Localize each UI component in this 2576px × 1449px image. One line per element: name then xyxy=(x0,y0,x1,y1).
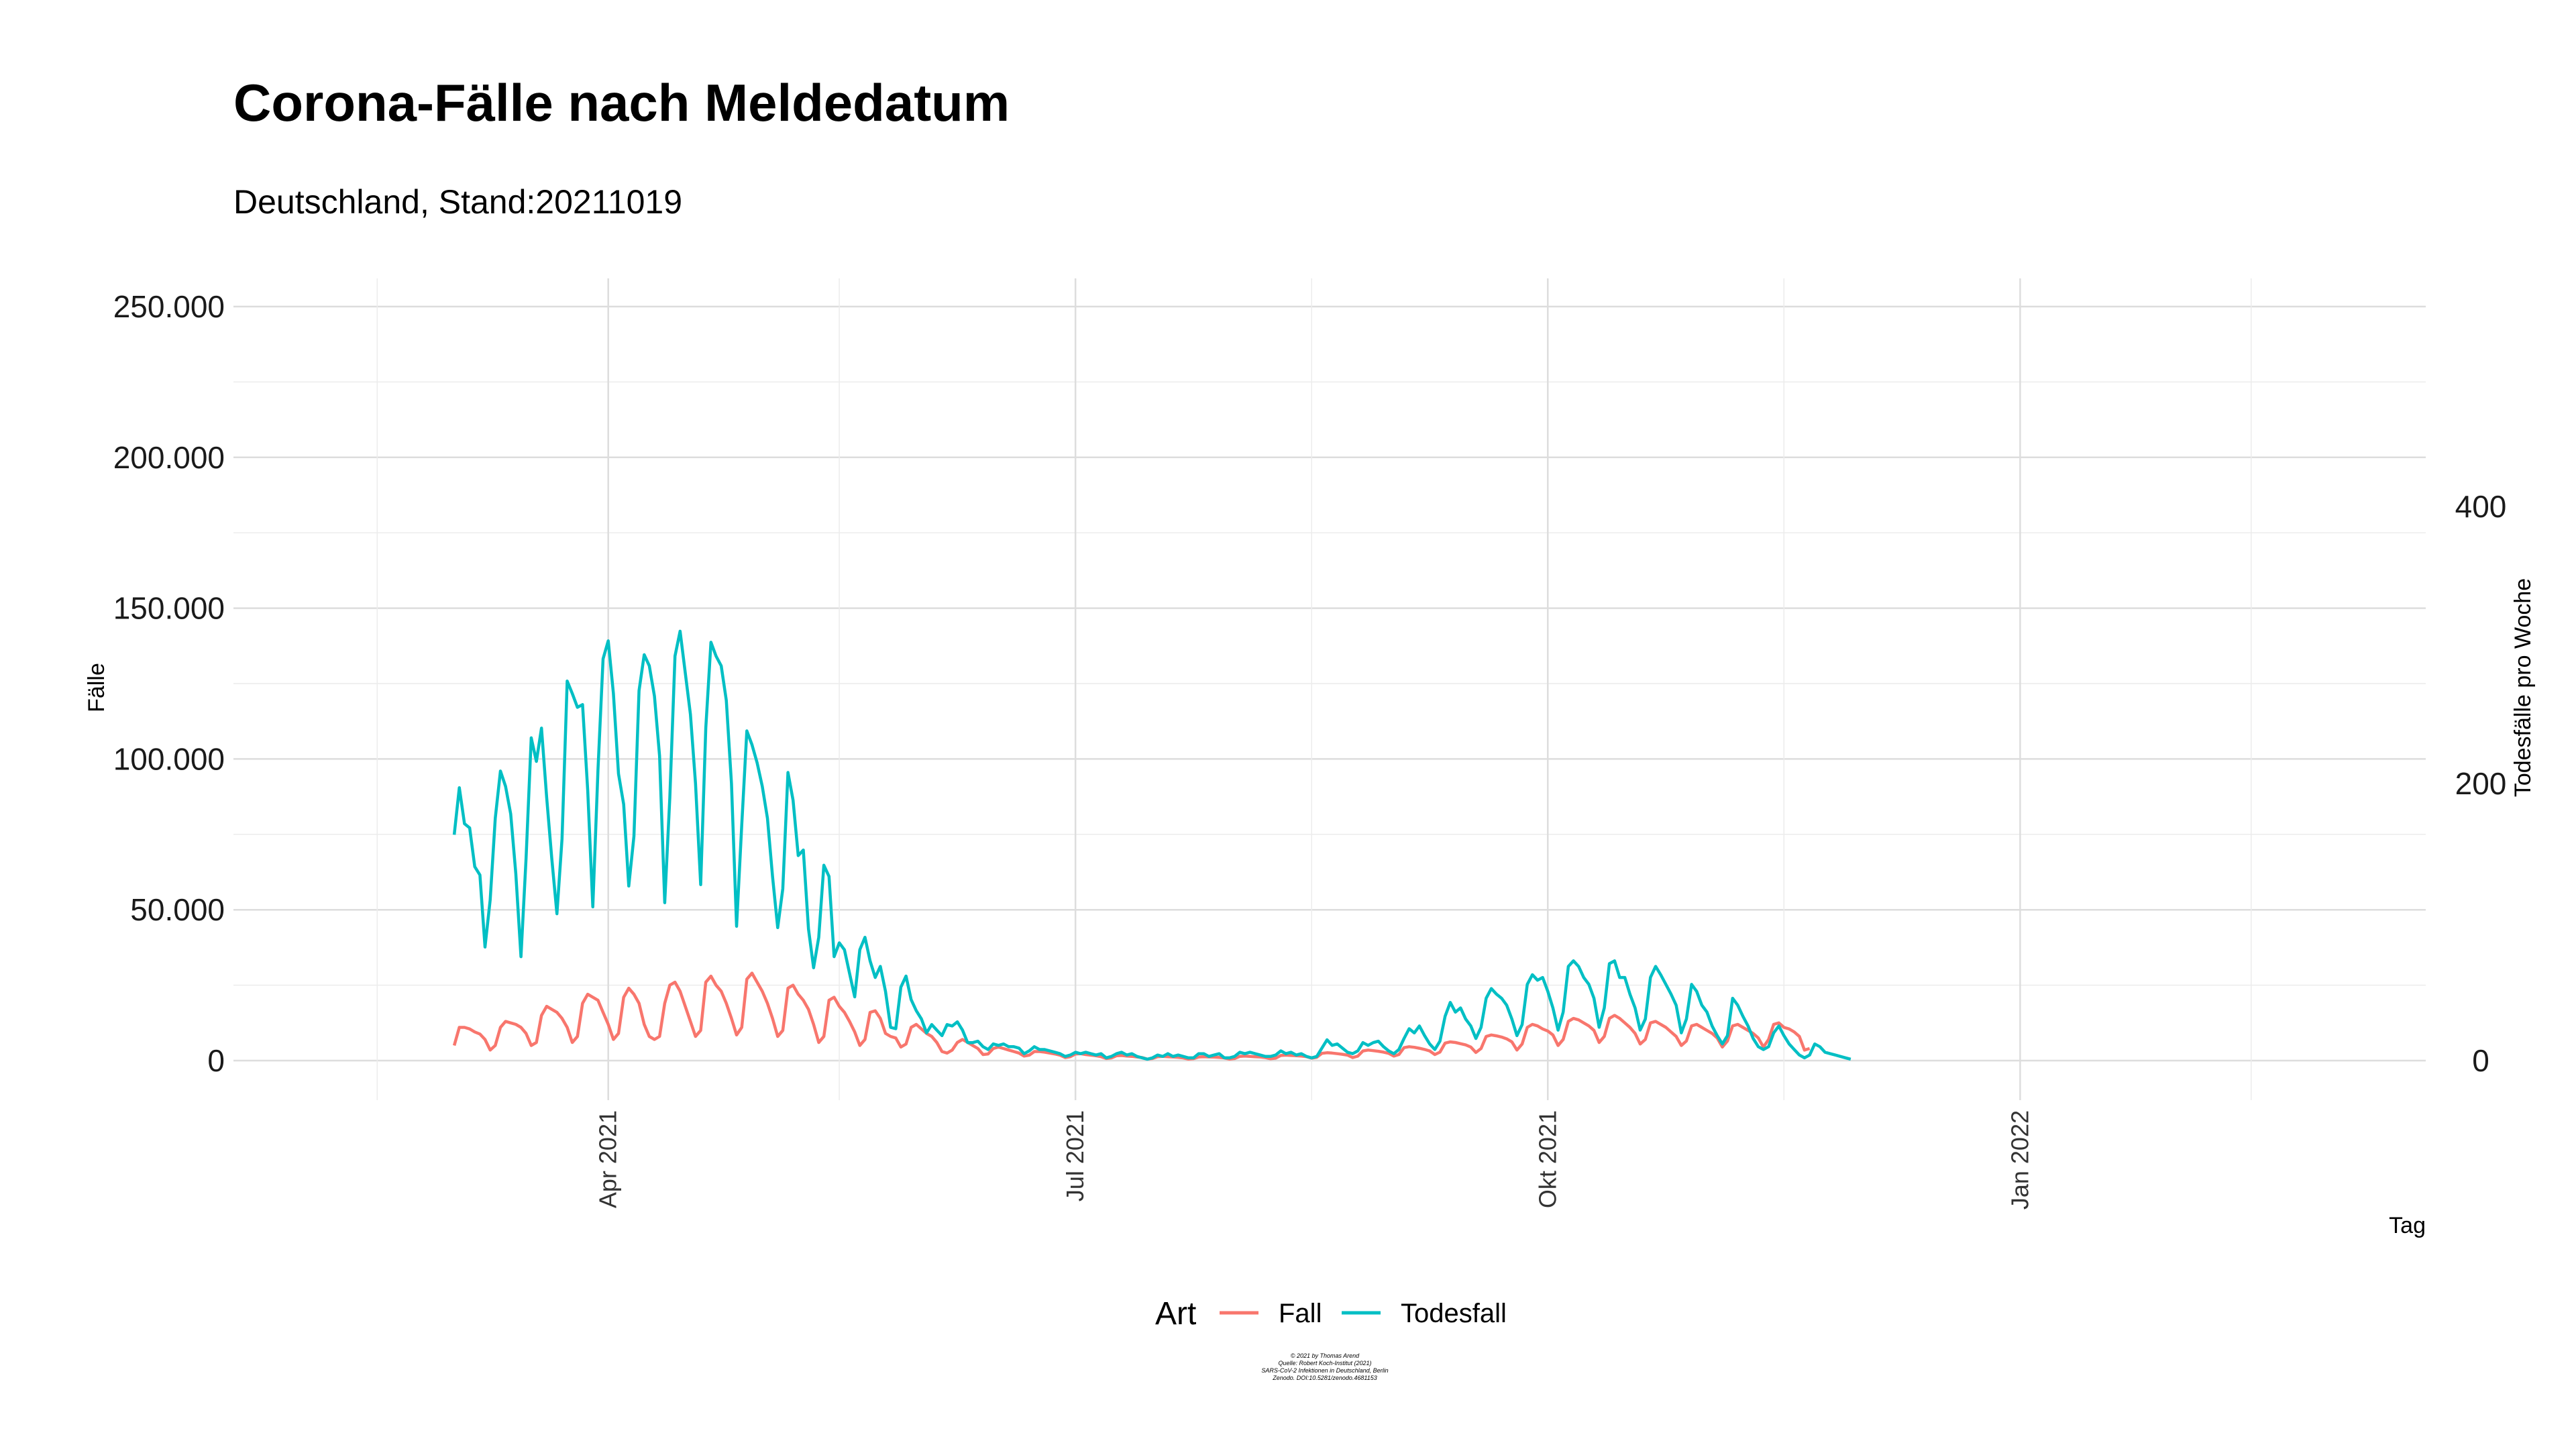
chart-subtitle: Deutschland, Stand:20211019 xyxy=(233,183,683,221)
caption-line: Quelle: Robert Koch-Institut (2021) xyxy=(1278,1360,1371,1366)
y-tick-label: 250.000 xyxy=(113,289,225,324)
caption: © 2021 by Thomas Arend Quelle: Robert Ko… xyxy=(1261,1352,1388,1381)
series-line-todesfall xyxy=(452,629,1851,1061)
legend-title: Art xyxy=(1155,1296,1196,1332)
y2-tick-label: 200 xyxy=(2455,766,2507,801)
caption-line: © 2021 by Thomas Arend xyxy=(1291,1352,1360,1359)
y2-axis-ticks: 0 200 400 xyxy=(2455,489,2507,1078)
y2-tick-label: 0 xyxy=(2472,1043,2489,1078)
series-lines xyxy=(452,629,1851,1061)
y-axis-ticks: 0 50.000 100.000 150.000 200.000 250.000 xyxy=(113,289,225,1078)
series-line-fall xyxy=(452,971,1811,1061)
y-tick-label: 150.000 xyxy=(113,591,225,626)
chart-title: Corona-Fälle nach Meldedatum xyxy=(233,73,1010,132)
y-tick-label: 200.000 xyxy=(113,440,225,475)
x-tick-label: Jan 2022 xyxy=(2006,1110,2033,1210)
grid-lines xyxy=(233,278,2426,1100)
y-tick-label: 100.000 xyxy=(113,741,225,776)
y2-axis-label: Todesfälle pro Woche xyxy=(2510,578,2536,797)
x-axis-ticks: Apr 2021 Jul 2021 Okt 2021 Jan 2022 xyxy=(594,1110,2034,1210)
y-tick-label: 50.000 xyxy=(130,892,225,927)
x-axis-label: Tag xyxy=(2389,1213,2426,1238)
x-tick-label: Okt 2021 xyxy=(1534,1110,1561,1208)
caption-line: Zenodo. DOI:10.5281/zenodo.4681153 xyxy=(1272,1375,1377,1381)
y-axis-label: Fälle xyxy=(84,663,109,712)
legend: Art Fall Todesfall xyxy=(1155,1296,1507,1332)
legend-label-fall: Fall xyxy=(1279,1299,1322,1328)
legend-label-todesfall: Todesfall xyxy=(1401,1299,1507,1328)
x-tick-label: Jul 2021 xyxy=(1061,1110,1089,1201)
y2-tick-label: 400 xyxy=(2455,489,2507,524)
y-tick-label: 0 xyxy=(207,1043,225,1078)
x-tick-label: Apr 2021 xyxy=(594,1110,622,1208)
caption-line: SARS-CoV-2 Infektionen in Deutschland, B… xyxy=(1261,1367,1388,1374)
